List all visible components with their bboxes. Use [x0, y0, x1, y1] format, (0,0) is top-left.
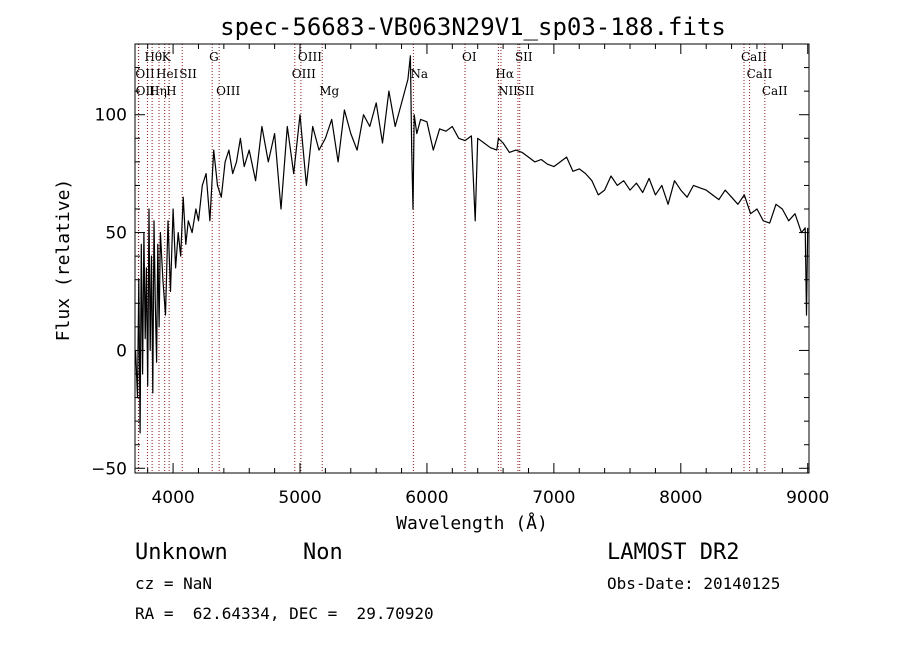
marker-label-0: Hθ [144, 50, 162, 64]
x-tick-label-4: 8000 [659, 488, 702, 508]
x-tick-label-1: 5000 [278, 488, 321, 508]
y-tick-label-1: 0 [116, 341, 127, 361]
marker-label-7: OII [135, 67, 155, 81]
y-tick-label-2: 50 [105, 224, 127, 244]
marker-label-18: Mg [319, 84, 339, 98]
marker-label-4: OI [462, 50, 477, 64]
marker-label-15: Hη [149, 84, 167, 98]
marker-label-13: CaII [747, 67, 773, 81]
marker-label-11: Na [410, 67, 428, 81]
marker-label-9: SII [179, 67, 197, 81]
marker-label-8: HeI [156, 67, 179, 81]
x-tick-label-5: 9000 [786, 488, 829, 508]
marker-label-19: NII [498, 84, 518, 98]
plot-frame [134, 43, 810, 474]
obs-date: Obs-Date: 20140125 [607, 574, 780, 593]
object-subclass: Non [303, 540, 343, 565]
marker-label-17: OIII [216, 84, 240, 98]
axis-ticks: 4000 5000 6000 7000 8000 9000 −50 0 50 100 [91, 44, 829, 508]
chart-title: spec-56683-VB063N29V1_sp03-188.fits [220, 13, 726, 41]
marker-label-10: OIII [292, 67, 316, 81]
marker-label-6: CaII [741, 50, 767, 64]
redshift-cz: cz = NaN [135, 574, 212, 593]
marker-label-20: SII [517, 84, 535, 98]
y-tick-label-0: −50 [91, 459, 127, 479]
object-class: Unknown [135, 540, 228, 565]
coordinates: RA = 62.64334, DEC = 29.70920 [135, 604, 434, 623]
marker-label-12: Hα [495, 67, 514, 81]
marker-label-14: OII [136, 84, 156, 98]
marker-label-1: K [162, 50, 172, 64]
marker-label-16: H [166, 84, 176, 98]
y-tick-label-3: 100 [95, 106, 127, 126]
marker-label-3: OIII [298, 50, 322, 64]
spectrum-series-line-0 [135, 55, 809, 434]
marker-label-21: CaII [762, 84, 788, 98]
y-axis-label: Flux (relative) [53, 179, 74, 342]
survey-name: LAMOST DR2 [607, 540, 739, 565]
x-axis-label: Wavelength (Å) [396, 512, 548, 534]
series-layer [135, 55, 809, 434]
x-tick-label-2: 6000 [405, 488, 448, 508]
marker-label-5: SII [515, 50, 533, 64]
x-tick-label-3: 7000 [532, 488, 575, 508]
marker-label-2: G [209, 50, 219, 64]
x-tick-label-0: 4000 [151, 488, 194, 508]
